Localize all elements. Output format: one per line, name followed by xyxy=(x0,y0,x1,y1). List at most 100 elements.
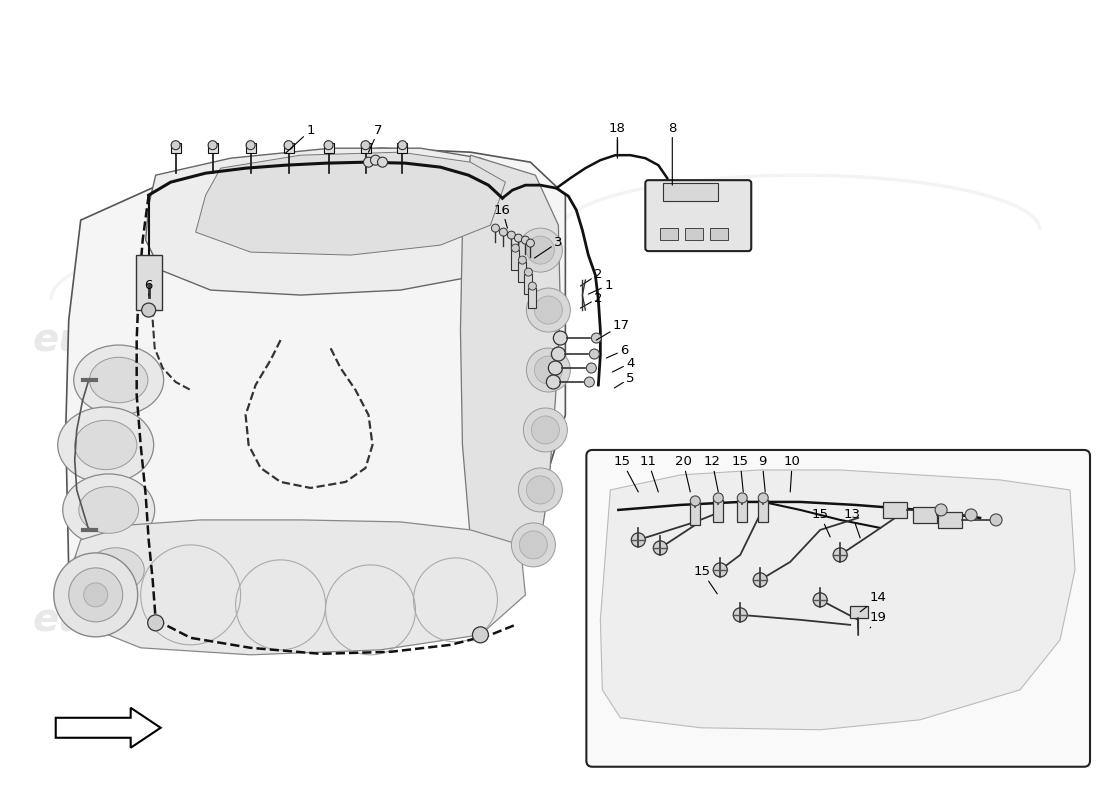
Text: 4: 4 xyxy=(613,357,635,372)
Text: 18: 18 xyxy=(609,122,626,158)
Circle shape xyxy=(507,231,516,239)
Text: eurospares: eurospares xyxy=(624,515,816,545)
Text: 13: 13 xyxy=(844,509,860,538)
Circle shape xyxy=(492,224,499,232)
Polygon shape xyxy=(66,148,565,645)
Circle shape xyxy=(553,331,568,345)
Circle shape xyxy=(531,416,560,444)
Text: 16: 16 xyxy=(494,204,510,228)
Circle shape xyxy=(990,514,1002,526)
Text: 2: 2 xyxy=(581,291,603,308)
Bar xyxy=(245,143,255,153)
Circle shape xyxy=(521,236,529,244)
Circle shape xyxy=(527,288,571,332)
Ellipse shape xyxy=(79,486,139,534)
Bar xyxy=(850,606,868,618)
Text: 6: 6 xyxy=(606,343,628,358)
Circle shape xyxy=(78,577,113,613)
Circle shape xyxy=(142,303,156,317)
Circle shape xyxy=(813,593,827,607)
Ellipse shape xyxy=(75,420,136,470)
Circle shape xyxy=(528,282,537,290)
Text: 5: 5 xyxy=(614,371,635,388)
Circle shape xyxy=(535,296,562,324)
Circle shape xyxy=(147,615,164,631)
FancyBboxPatch shape xyxy=(586,450,1090,766)
Ellipse shape xyxy=(89,358,147,402)
Text: 7: 7 xyxy=(368,124,383,152)
Circle shape xyxy=(499,228,507,236)
Circle shape xyxy=(377,157,387,167)
Bar xyxy=(284,143,294,153)
Circle shape xyxy=(713,563,727,577)
Ellipse shape xyxy=(72,536,160,604)
Circle shape xyxy=(586,363,596,373)
Circle shape xyxy=(371,155,381,165)
Circle shape xyxy=(68,568,123,622)
Bar xyxy=(758,500,768,522)
Bar xyxy=(938,512,962,528)
Circle shape xyxy=(512,523,556,567)
Bar xyxy=(713,500,724,522)
Bar xyxy=(528,288,537,308)
Ellipse shape xyxy=(63,474,155,546)
Text: 8: 8 xyxy=(668,122,676,185)
Circle shape xyxy=(965,509,977,521)
Circle shape xyxy=(535,356,562,384)
Circle shape xyxy=(246,141,255,150)
Circle shape xyxy=(590,349,600,359)
Circle shape xyxy=(84,583,108,607)
Bar xyxy=(518,262,527,282)
Circle shape xyxy=(284,141,293,150)
Circle shape xyxy=(525,268,532,276)
Circle shape xyxy=(691,496,701,506)
Circle shape xyxy=(472,627,488,643)
Circle shape xyxy=(518,468,562,512)
Text: 2: 2 xyxy=(581,267,603,286)
Bar xyxy=(512,250,519,270)
Text: 1: 1 xyxy=(286,124,315,153)
Text: 11: 11 xyxy=(640,455,658,492)
Polygon shape xyxy=(56,708,161,748)
Bar xyxy=(170,143,180,153)
Text: 9: 9 xyxy=(758,455,767,492)
Circle shape xyxy=(527,239,535,247)
Bar xyxy=(883,502,908,518)
Bar xyxy=(711,228,728,240)
Circle shape xyxy=(549,361,562,375)
Text: 1: 1 xyxy=(588,278,613,294)
Polygon shape xyxy=(196,152,505,255)
Polygon shape xyxy=(145,148,530,295)
Text: 6: 6 xyxy=(144,278,153,295)
Circle shape xyxy=(524,408,568,452)
Circle shape xyxy=(833,548,847,562)
Ellipse shape xyxy=(57,407,154,483)
Bar xyxy=(737,500,747,522)
Bar xyxy=(135,255,162,310)
Text: eurospares: eurospares xyxy=(33,601,278,639)
Circle shape xyxy=(518,256,527,264)
Text: eurospares: eurospares xyxy=(33,321,278,359)
Polygon shape xyxy=(461,155,560,580)
Bar xyxy=(663,183,718,201)
Bar xyxy=(660,228,679,240)
Text: 19: 19 xyxy=(870,611,887,628)
Circle shape xyxy=(54,553,138,637)
Text: 15: 15 xyxy=(732,455,749,492)
Circle shape xyxy=(515,234,522,242)
Circle shape xyxy=(758,493,768,503)
Bar xyxy=(397,143,407,153)
Text: 15: 15 xyxy=(614,455,638,492)
Circle shape xyxy=(363,157,374,167)
Circle shape xyxy=(527,348,571,392)
Circle shape xyxy=(398,141,407,150)
Circle shape xyxy=(754,573,767,587)
Circle shape xyxy=(737,493,747,503)
Bar xyxy=(685,228,703,240)
Circle shape xyxy=(631,533,646,547)
Text: 12: 12 xyxy=(704,455,720,492)
Bar xyxy=(525,274,532,294)
Text: 15: 15 xyxy=(812,509,830,537)
Text: 10: 10 xyxy=(784,455,801,492)
Circle shape xyxy=(519,531,548,559)
